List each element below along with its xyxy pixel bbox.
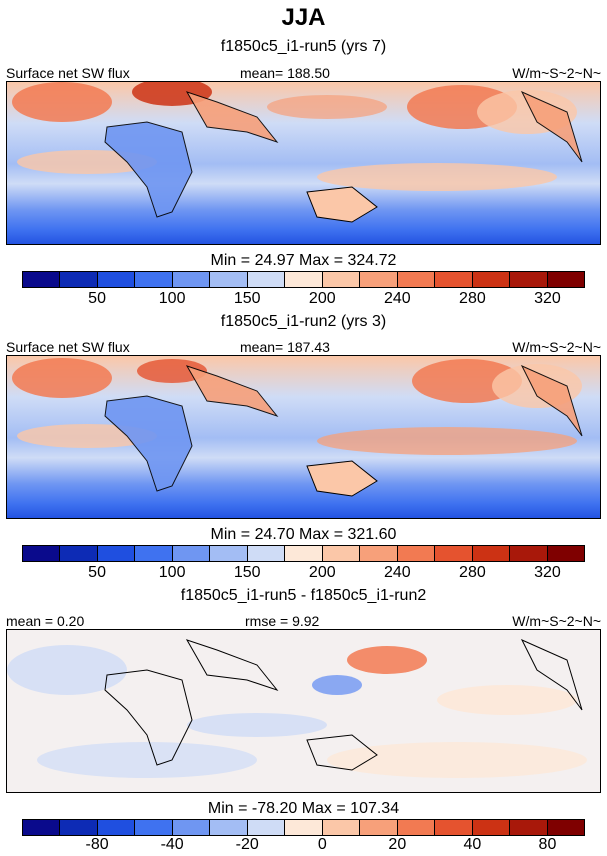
colorbar-tick-label: 240 xyxy=(383,564,411,581)
colorbar-tick-label: -80 xyxy=(85,836,109,853)
panel-3-minmax: Min = -78.20 Max = 107.34 xyxy=(207,800,400,817)
colorbar-swatch xyxy=(510,546,548,561)
colorbar-swatch xyxy=(23,546,61,561)
colorbar-swatch xyxy=(97,546,136,561)
colorbar-tick-label: 80 xyxy=(538,836,557,853)
colorbar-swatch xyxy=(135,546,173,561)
colorbar-swatch xyxy=(172,272,211,287)
panel-2-colorbar xyxy=(22,545,585,562)
panel-3-rmse-label: rmse = 9.92 xyxy=(245,613,320,629)
panel-3-title: f1850c5_i1-run5 - f1850c5_i1-run2 xyxy=(180,587,427,604)
panel-1-minmax: Min = 24.97 Max = 324.72 xyxy=(210,252,397,269)
colorbar-swatch xyxy=(135,272,173,287)
colorbar-swatch xyxy=(97,820,136,835)
colorbar-swatch xyxy=(135,820,173,835)
panel-1-mean-label: mean= 188.50 xyxy=(240,65,330,81)
colorbar-swatch xyxy=(472,546,511,561)
panel-2-left-label: Surface net SW flux xyxy=(6,339,130,355)
colorbar-tick-label: 240 xyxy=(383,290,411,307)
panel-2-title: f1850c5_i1-run2 (yrs 3) xyxy=(220,313,387,330)
panel-3-colorbar xyxy=(22,819,585,836)
colorbar-swatch xyxy=(210,820,248,835)
panel-3-colorbar-ticks: -80 -40 -20 0 20 40 80 xyxy=(22,836,585,856)
colorbar-swatch xyxy=(247,546,286,561)
colorbar-swatch xyxy=(210,272,248,287)
colorbar-swatch xyxy=(247,820,286,835)
panel-3-mean-label: mean = 0.20 xyxy=(6,613,85,629)
colorbar-swatch xyxy=(97,272,136,287)
panel-1-title: f1850c5_i1-run5 (yrs 7) xyxy=(220,38,387,55)
colorbar-tick-label: 20 xyxy=(388,836,407,853)
colorbar-tick-label: 320 xyxy=(534,290,561,307)
colorbar-swatch xyxy=(247,272,286,287)
colorbar-swatch xyxy=(510,272,548,287)
colorbar-tick-label: 100 xyxy=(158,564,186,581)
colorbar-tick-label: -40 xyxy=(160,836,184,853)
colorbar-tick-label: 200 xyxy=(308,290,336,307)
colorbar-tick-label: 280 xyxy=(459,290,486,307)
panel-1-left-label: Surface net SW flux xyxy=(6,65,130,81)
colorbar-tick-label: 40 xyxy=(463,836,482,853)
panel-2-minmax: Min = 24.70 Max = 321.60 xyxy=(210,526,397,543)
colorbar-swatch xyxy=(23,272,61,287)
panel-2-mean-label: mean= 187.43 xyxy=(240,339,330,355)
panel-1-map xyxy=(6,81,601,245)
panel-2-colorbar-ticks: 50 100 150 200 240 280 320 xyxy=(22,564,585,584)
colorbar-swatch xyxy=(322,546,361,561)
colorbar-swatch xyxy=(322,272,361,287)
colorbar-swatch xyxy=(510,820,548,835)
colorbar-swatch xyxy=(360,272,398,287)
colorbar-tick-label: 50 xyxy=(88,564,106,581)
panel-2-map xyxy=(6,355,601,519)
colorbar-swatch xyxy=(472,272,511,287)
panel-3-units-label: W/m~S~2~N~ xyxy=(512,613,601,629)
colorbar-tick-label: 150 xyxy=(233,564,261,581)
colorbar-swatch xyxy=(397,546,436,561)
colorbar-tick-label: 0 xyxy=(317,836,327,853)
colorbar-tick-label: 100 xyxy=(158,290,186,307)
colorbar-swatch xyxy=(210,546,248,561)
season-title: JJA xyxy=(281,4,326,31)
colorbar-swatch xyxy=(360,820,398,835)
colorbar-swatch xyxy=(285,546,323,561)
colorbar-swatch xyxy=(285,820,323,835)
colorbar-swatch xyxy=(472,820,511,835)
colorbar-swatch xyxy=(360,546,398,561)
colorbar-swatch xyxy=(397,820,436,835)
colorbar-tick-label: 150 xyxy=(233,290,261,307)
colorbar-swatch xyxy=(547,272,585,287)
colorbar-swatch xyxy=(435,272,473,287)
panel-1-colorbar-ticks: 50 100 150 200 240 280 320 xyxy=(22,290,585,310)
colorbar-swatch xyxy=(285,272,323,287)
colorbar-swatch xyxy=(435,820,473,835)
colorbar-swatch xyxy=(435,546,473,561)
colorbar-swatch xyxy=(60,546,98,561)
panel-1-units-label: W/m~S~2~N~ xyxy=(512,65,601,81)
colorbar-tick-label: 50 xyxy=(88,290,106,307)
colorbar-swatch xyxy=(172,546,211,561)
colorbar-swatch xyxy=(547,820,585,835)
panel-3-map xyxy=(6,629,601,793)
panel-2-units-label: W/m~S~2~N~ xyxy=(512,339,601,355)
panel-1-colorbar xyxy=(22,271,585,288)
colorbar-tick-label: 200 xyxy=(308,564,336,581)
colorbar-tick-label: 320 xyxy=(534,564,561,581)
colorbar-swatch xyxy=(23,820,61,835)
colorbar-swatch xyxy=(322,820,361,835)
colorbar-swatch xyxy=(547,546,585,561)
colorbar-swatch xyxy=(397,272,436,287)
colorbar-swatch xyxy=(60,272,98,287)
colorbar-tick-label: 280 xyxy=(459,564,486,581)
colorbar-tick-label: -20 xyxy=(235,836,259,853)
colorbar-swatch xyxy=(60,820,98,835)
colorbar-swatch xyxy=(172,820,211,835)
